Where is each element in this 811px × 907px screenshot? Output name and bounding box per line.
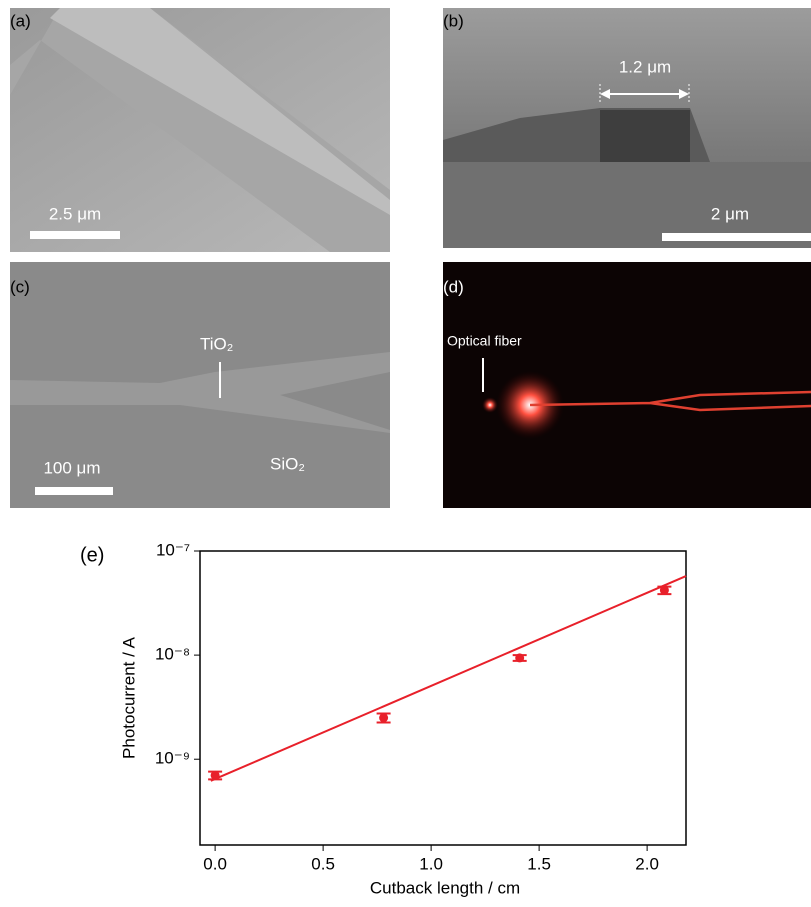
scale-bar — [662, 233, 811, 241]
scale-bar-label: 2.5 μm — [49, 204, 101, 223]
panel-label: (c) — [10, 277, 30, 296]
x-tick-label: 1.0 — [419, 854, 443, 873]
glow — [482, 397, 498, 413]
data-point — [515, 653, 524, 662]
panel-c: (c) TiO₂ SiO₂ 100 μm — [10, 262, 390, 508]
x-tick-label: 1.5 — [527, 854, 551, 873]
x-tick-label: 2.0 — [635, 854, 659, 873]
y-tick-label: 10⁻⁹ — [155, 749, 190, 768]
panel-label: (b) — [443, 11, 464, 30]
scale-bar-label: 100 μm — [43, 458, 100, 477]
y-tick-label: 10⁻⁸ — [155, 645, 190, 664]
x-axis-title: Cutback length / cm — [370, 878, 520, 897]
scale-bar — [30, 231, 120, 239]
panel-a: (a) 2.5 μm — [10, 8, 390, 252]
panel-b: (b) 1.2 μm 2 μm — [443, 8, 811, 248]
panel-label: (e) — [80, 544, 104, 566]
data-point — [379, 713, 388, 722]
x-tick-label: 0.0 — [203, 854, 227, 873]
x-tick-label: 0.5 — [311, 854, 335, 873]
waveguide-core — [600, 110, 690, 162]
photo — [443, 262, 811, 508]
y-tick-label: 10⁻⁷ — [156, 540, 190, 559]
plot-frame — [200, 551, 686, 845]
data-point — [660, 586, 669, 595]
width-label: 1.2 μm — [619, 57, 671, 76]
scale-bar-label: 2 μm — [711, 204, 749, 223]
panel-label: (a) — [10, 11, 31, 30]
scale-bar — [35, 487, 113, 495]
material-label: TiO₂ — [200, 334, 233, 353]
y-axis-title: Photocurrent / A — [119, 636, 138, 759]
data-point — [211, 771, 220, 780]
chart: (e) Cutback length / cm Photocurrent / A… — [80, 540, 686, 897]
annotation: Optical fiber — [447, 333, 522, 349]
panel-label: (d) — [443, 277, 464, 296]
fit-line — [211, 576, 686, 781]
figure: (a) 2.5 μm (b) 1.2 μm 2 μm (c) TiO₂ SiO₂… — [0, 0, 811, 902]
material-label: SiO₂ — [270, 454, 305, 473]
panel-d: (d) Optical fiber — [443, 262, 811, 508]
